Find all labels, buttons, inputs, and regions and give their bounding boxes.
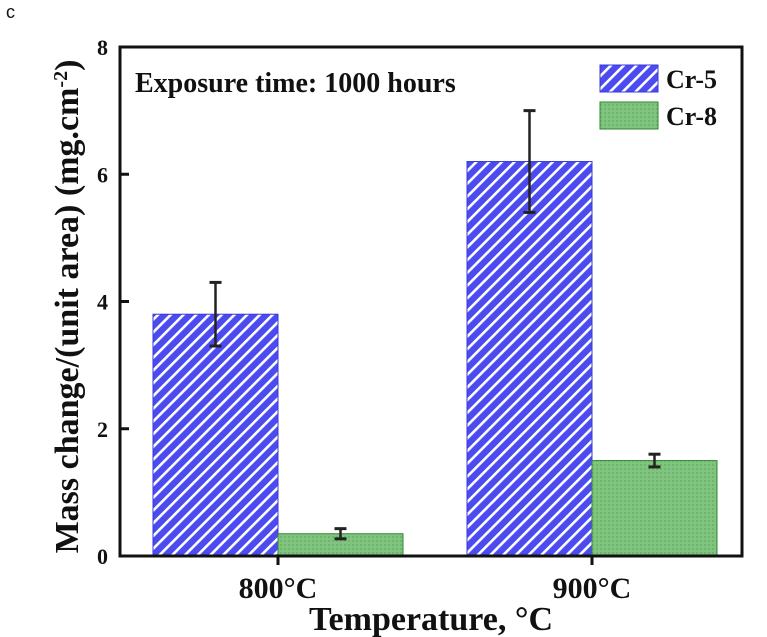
bar-cr-5-1	[466, 161, 593, 557]
y-axis-title-main: Mass change/(unit area) (mg.cm	[49, 88, 86, 554]
y-tick-label: 2	[97, 417, 108, 442]
x-axis-title: Temperature, °C	[309, 601, 553, 637]
x-category-label: 800°C	[239, 572, 318, 605]
bar-cr-8-1	[591, 460, 718, 557]
panel-label: c	[6, 2, 15, 22]
y-axis-title-superscript: -2	[50, 71, 72, 88]
plot-area	[152, 109, 718, 557]
y-tick-label: 6	[97, 162, 108, 187]
x-category-label: 900°C	[553, 572, 632, 605]
legend-swatch-cr-5	[599, 64, 659, 93]
legend: Cr-5 Cr-8	[599, 64, 717, 131]
y-axis-ticks: 0 2 4 6 8	[97, 35, 129, 569]
y-tick-label: 4	[97, 290, 108, 315]
legend-swatch-cr-8	[599, 101, 659, 130]
exposure-time-annotation: Exposure time: 1000 hours	[135, 68, 456, 99]
y-tick-label: 8	[97, 35, 108, 60]
legend-label-cr-8: Cr-8	[666, 102, 717, 131]
x-axis-categories: 800°C 900°C	[239, 556, 632, 605]
legend-label-cr-5: Cr-5	[666, 65, 717, 94]
y-tick-label: 0	[97, 544, 108, 569]
y-axis-title-close: )	[49, 60, 86, 71]
bar-cr-5-0	[152, 313, 279, 557]
y-axis-title: Mass change/(unit area) (mg.cm-2)	[49, 60, 86, 554]
